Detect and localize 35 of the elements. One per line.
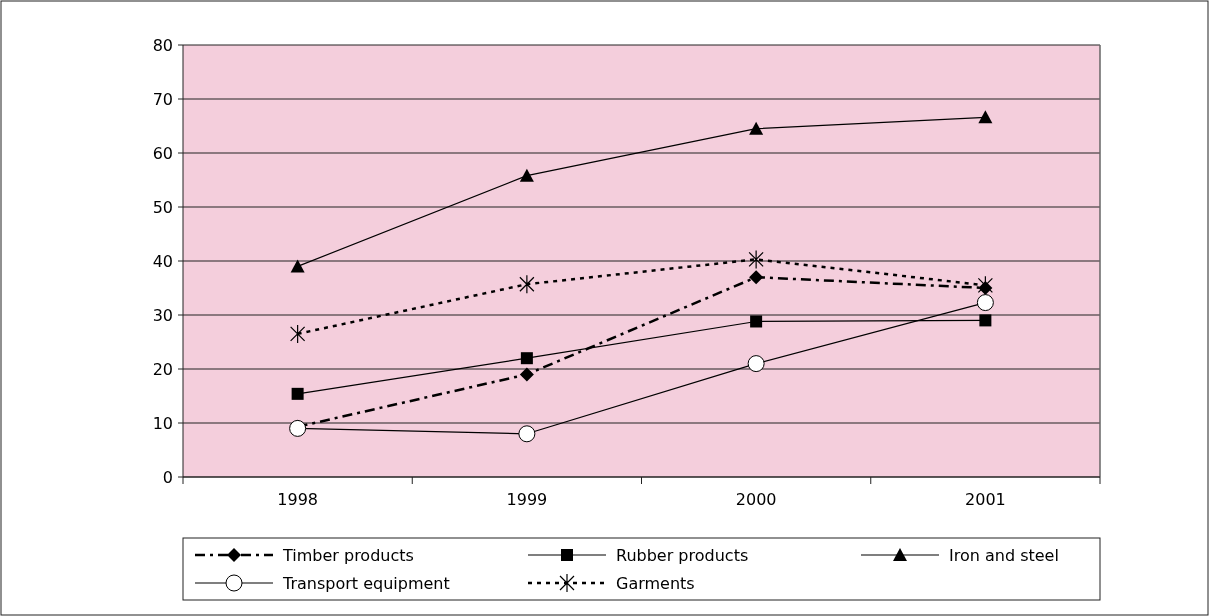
legend-label: Transport equipment xyxy=(282,573,450,593)
point xyxy=(519,367,534,382)
point xyxy=(519,168,534,182)
x-tick-label: 2000 xyxy=(735,490,777,509)
point xyxy=(290,324,306,344)
legend-label: Iron and steel xyxy=(949,545,1059,565)
legend-label: Timber products xyxy=(282,545,414,565)
point xyxy=(749,121,764,135)
y-tick-label: 70 xyxy=(152,89,173,109)
point xyxy=(291,387,304,400)
y-tick-label: 20 xyxy=(152,359,173,379)
y-tick-label: 0 xyxy=(162,467,173,487)
point xyxy=(979,314,992,327)
y-tick-label: 10 xyxy=(152,413,173,433)
x-tick-label: 1998 xyxy=(277,490,318,509)
legend-label: Rubber products xyxy=(616,545,749,565)
y-tick-label: 80 xyxy=(152,35,173,55)
point xyxy=(519,274,535,294)
point xyxy=(518,425,536,443)
y-tick-label: 60 xyxy=(152,143,173,163)
y-tick-label: 30 xyxy=(152,305,173,325)
y-tick-label: 50 xyxy=(152,197,173,217)
point xyxy=(748,249,764,269)
point xyxy=(976,294,994,312)
point xyxy=(520,352,533,365)
point xyxy=(290,259,305,273)
x-tick-label: 2001 xyxy=(965,490,1006,509)
point xyxy=(747,355,765,373)
y-tick-label: 40 xyxy=(152,251,173,271)
point xyxy=(750,315,763,328)
point xyxy=(749,270,764,285)
point xyxy=(978,110,993,124)
x-tick-label: 1999 xyxy=(506,490,548,509)
point xyxy=(977,275,993,295)
legend-label: Garments xyxy=(616,573,695,593)
